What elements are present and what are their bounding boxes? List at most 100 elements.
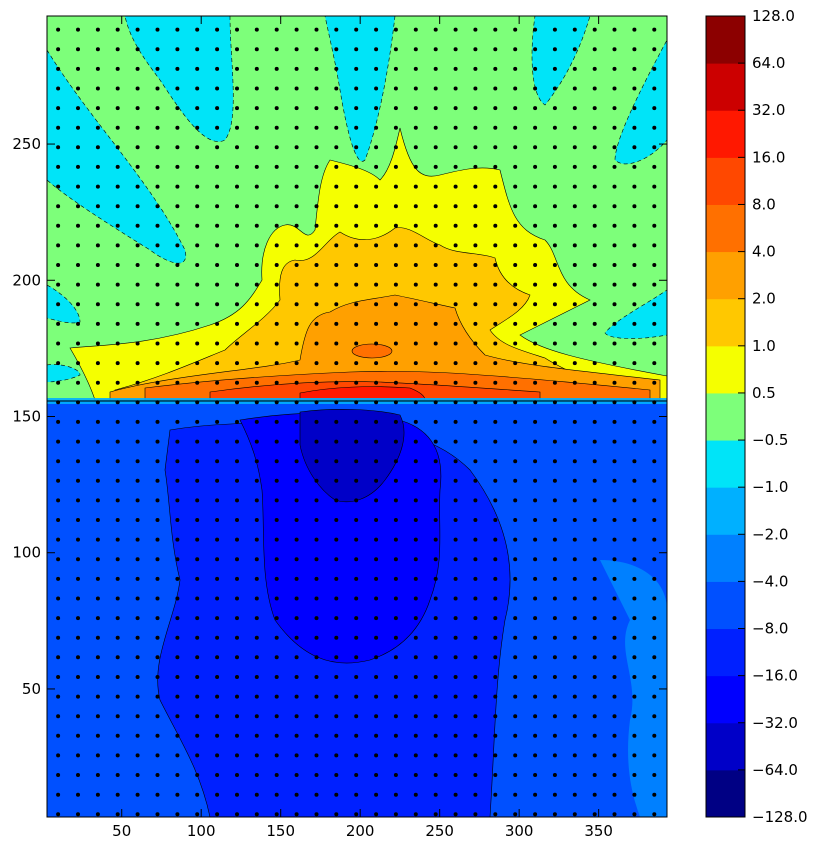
- marker-dot: [254, 439, 259, 444]
- marker-dot: [552, 263, 557, 267]
- marker-dot: [135, 86, 140, 91]
- marker-dot: [175, 125, 180, 130]
- marker-dot: [473, 47, 478, 52]
- marker-dot: [135, 302, 140, 307]
- marker-dot: [354, 86, 359, 91]
- marker-dot: [235, 616, 239, 621]
- marker-dot: [334, 47, 339, 52]
- marker-dot: [513, 321, 518, 326]
- marker-dot: [294, 635, 299, 640]
- marker-dot: [354, 792, 359, 797]
- marker-dot: [274, 204, 279, 209]
- marker-dot: [533, 557, 538, 562]
- marker-dot: [175, 773, 180, 777]
- marker-dot: [76, 773, 80, 777]
- marker-dot: [374, 419, 379, 424]
- marker-dot: [215, 812, 220, 817]
- marker-dot: [533, 263, 538, 267]
- marker-dot: [612, 341, 617, 346]
- marker-dot: [115, 694, 120, 699]
- marker-dot: [413, 753, 418, 758]
- marker-dot: [175, 459, 180, 464]
- marker-dot: [493, 164, 498, 169]
- marker-dot: [632, 655, 637, 660]
- marker-dot: [95, 459, 100, 464]
- marker-dot: [552, 321, 557, 326]
- marker-dot: [56, 655, 61, 660]
- marker-dot: [254, 596, 259, 601]
- marker-dot: [393, 518, 398, 522]
- marker-dot: [572, 66, 577, 71]
- marker-dot: [235, 557, 239, 562]
- marker-dot: [493, 223, 498, 228]
- marker-dot: [612, 145, 617, 150]
- marker-dot: [533, 792, 538, 797]
- x-tick-label: 200: [346, 822, 375, 840]
- colorbar-swatch: [706, 675, 745, 724]
- marker-dot: [453, 321, 458, 326]
- marker-dot: [135, 419, 140, 424]
- marker-dot: [294, 66, 299, 71]
- marker-dot: [95, 243, 100, 248]
- marker-dot: [334, 694, 339, 699]
- marker-dot: [76, 400, 80, 405]
- marker-dot: [473, 106, 478, 111]
- x-tick-label: 50: [112, 822, 131, 840]
- marker-dot: [175, 263, 180, 267]
- marker-dot: [473, 243, 478, 248]
- marker-dot: [314, 537, 319, 542]
- marker-dot: [453, 616, 458, 621]
- colorbar-tick-label: 0.5: [752, 384, 776, 402]
- marker-dot: [413, 694, 418, 699]
- marker-dot: [254, 86, 259, 91]
- marker-dot: [115, 125, 120, 130]
- marker-dot: [56, 302, 61, 307]
- marker-dot: [274, 596, 279, 601]
- marker-dot: [572, 341, 577, 346]
- marker-dot: [393, 341, 398, 346]
- marker-dot: [612, 675, 617, 679]
- marker-dot: [274, 812, 279, 817]
- marker-dot: [274, 498, 279, 503]
- marker-dot: [612, 694, 617, 699]
- marker-dot: [433, 204, 438, 209]
- marker-dot: [254, 223, 259, 228]
- marker-dot: [374, 616, 379, 621]
- marker-dot: [195, 361, 200, 366]
- marker-dot: [76, 380, 80, 385]
- marker-dot: [374, 635, 379, 640]
- marker-dot: [135, 616, 140, 621]
- marker-dot: [413, 675, 418, 679]
- marker-dot: [274, 263, 279, 267]
- marker-dot: [235, 380, 239, 385]
- marker-dot: [513, 478, 518, 483]
- marker-dot: [334, 714, 339, 719]
- marker-dot: [433, 223, 438, 228]
- marker-dot: [552, 361, 557, 366]
- marker-dot: [473, 675, 478, 679]
- marker-dot: [433, 400, 438, 405]
- marker-dot: [76, 733, 80, 738]
- marker-dot: [493, 419, 498, 424]
- marker-dot: [354, 380, 359, 385]
- marker-dot: [393, 812, 398, 817]
- marker-dot: [274, 557, 279, 562]
- marker-dot: [413, 184, 418, 189]
- marker-dot: [374, 459, 379, 464]
- marker-dot: [215, 557, 220, 562]
- marker-dot: [334, 596, 339, 601]
- marker-dot: [354, 164, 359, 169]
- marker-dot: [632, 380, 637, 385]
- marker-dot: [254, 557, 259, 562]
- marker-dot: [612, 537, 617, 542]
- marker-dot: [572, 47, 577, 52]
- marker-dot: [493, 204, 498, 209]
- marker-dot: [513, 616, 518, 621]
- marker-dot: [393, 675, 398, 679]
- contour-core-positive-spot: [351, 343, 393, 359]
- marker-dot: [612, 86, 617, 91]
- marker-dot: [572, 655, 577, 660]
- marker-dot: [195, 66, 200, 71]
- marker-dot: [393, 753, 398, 758]
- marker-dot: [413, 439, 418, 444]
